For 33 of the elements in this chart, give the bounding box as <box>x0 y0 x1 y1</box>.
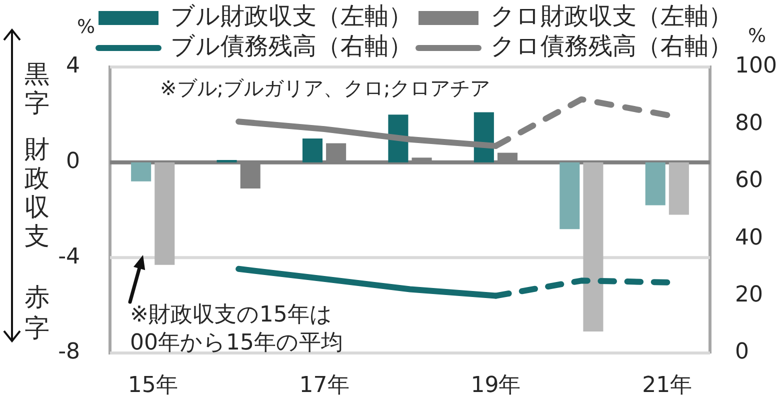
y2-tick-label: 40 <box>735 225 763 250</box>
x-tick-label: 21年 <box>642 372 692 398</box>
bar <box>131 162 152 182</box>
bar <box>645 162 666 206</box>
text: 黒字 <box>24 60 50 118</box>
y2-tick-label: 60 <box>735 168 763 194</box>
bar <box>583 162 604 332</box>
x-tick-label: 19年 <box>470 372 521 398</box>
bar <box>216 160 237 162</box>
x-tick-label: 15年 <box>128 372 178 398</box>
bar <box>154 162 175 265</box>
bar <box>668 162 689 215</box>
y-tick-label: -8 <box>58 340 80 365</box>
legend-label: ブル債務残高（右軸） <box>170 32 412 60</box>
text: 赤字 <box>24 282 50 342</box>
legend-label: ブル財政収支（左軸） <box>170 2 412 30</box>
y-tick-label: -4 <box>58 244 80 270</box>
y-axis-title: % <box>76 16 96 38</box>
text: 財政収支 <box>24 134 50 250</box>
y2-tick-label: 100 <box>735 54 777 79</box>
x-tick-label: 17年 <box>299 372 350 398</box>
annotation: ※ブル;ブルガリア、クロ;クロアチア <box>160 76 490 100</box>
bar <box>302 138 323 162</box>
y-tick-label: 4 <box>66 54 80 79</box>
y2-tick-label: 80 <box>735 110 763 136</box>
bar <box>560 162 580 230</box>
y2-axis-title: % <box>748 24 766 47</box>
annotation: ※財政収支の15年は00年から15年の平均 <box>130 302 343 356</box>
legend-label: クロ債務残高（右軸） <box>490 32 732 60</box>
y2-tick-label: 20 <box>735 282 763 308</box>
y-tick-label: 0 <box>66 149 80 174</box>
y2-tick-label: 0 <box>735 340 749 365</box>
legend-label: クロ財政収支（左軸） <box>490 2 732 30</box>
